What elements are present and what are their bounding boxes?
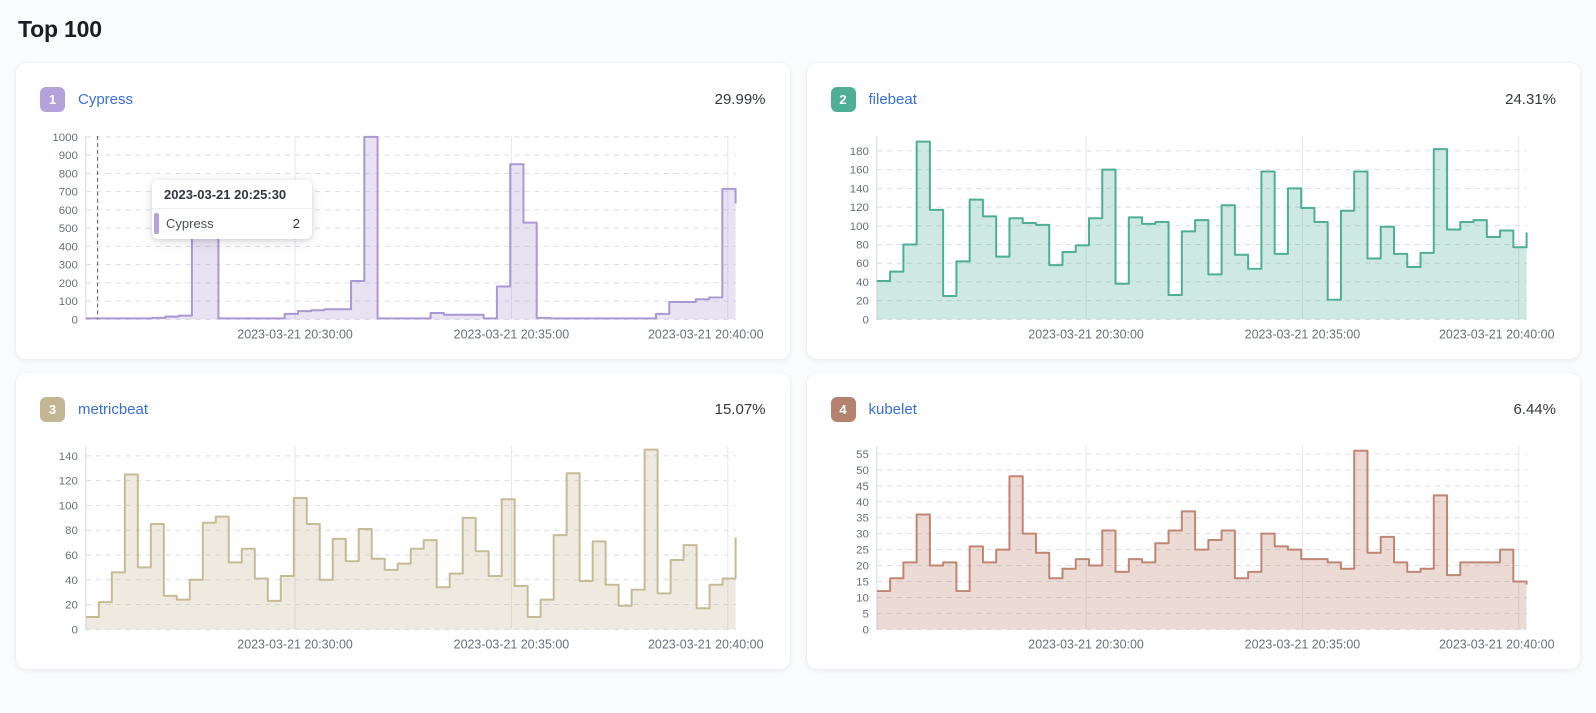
svg-text:20: 20 bbox=[65, 600, 78, 612]
step-area-chart[interactable]: 0 20 40 60 80 100 120 140 2023-03-21 20:30:00 202… bbox=[40, 436, 766, 657]
rank-badge: 2 bbox=[830, 87, 856, 112]
svg-text:10: 10 bbox=[856, 593, 869, 605]
svg-text:2023-03-21 20:35:00: 2023-03-21 20:35:00 bbox=[454, 327, 570, 341]
svg-text:1000: 1000 bbox=[52, 132, 77, 144]
page-title: Top 100 bbox=[18, 16, 102, 42]
svg-text:2023-03-21 20:35:00: 2023-03-21 20:35:00 bbox=[454, 637, 570, 651]
rank-badge: 4 bbox=[830, 397, 856, 423]
svg-text:800: 800 bbox=[59, 168, 78, 180]
svg-text:2023-03-21 20:35:00: 2023-03-21 20:35:00 bbox=[1244, 637, 1360, 651]
svg-text:40: 40 bbox=[856, 277, 869, 289]
card-kubelet: 4 kubelet 6.44% 0 5 10 15 20 25 30 35 40 45 50 55 20… bbox=[806, 373, 1580, 670]
step-area-chart[interactable]: 0 5 10 15 20 25 30 35 40 45 50 55 2023-03-21 20:30:0… bbox=[831, 436, 1557, 657]
svg-text:40: 40 bbox=[65, 575, 78, 587]
card-filebeat: 2 filebeat 24.31% 0 20 40 60 80 100 120 140 160 1… bbox=[806, 63, 1580, 360]
svg-text:180: 180 bbox=[849, 146, 868, 158]
series-link-filebeat[interactable]: filebeat bbox=[868, 91, 917, 108]
svg-text:700: 700 bbox=[59, 187, 78, 199]
svg-text:2023-03-21 20:30:00: 2023-03-21 20:30:00 bbox=[237, 327, 353, 341]
svg-text:0: 0 bbox=[71, 314, 77, 326]
svg-text:160: 160 bbox=[849, 165, 868, 177]
svg-text:2023-03-21 20:30:00: 2023-03-21 20:30:00 bbox=[1028, 327, 1144, 341]
svg-text:0: 0 bbox=[71, 625, 77, 637]
percent-value: 6.44% bbox=[1513, 401, 1556, 419]
svg-text:2023-03-21 20:35:00: 2023-03-21 20:35:00 bbox=[1244, 327, 1360, 341]
card-cypress: 1 Cypress 29.99% 0 100 200 300 400 500 600 700 8… bbox=[16, 63, 790, 360]
card-header: 3 metricbeat 15.07% bbox=[40, 397, 766, 423]
svg-text:25: 25 bbox=[856, 545, 869, 557]
svg-text:600: 600 bbox=[59, 205, 78, 217]
percent-value: 15.07% bbox=[714, 401, 766, 419]
cards-grid: 1 Cypress 29.99% 0 100 200 300 400 500 600 700 8… bbox=[16, 63, 1580, 670]
svg-text:2023-03-21 20:40:00: 2023-03-21 20:40:00 bbox=[1439, 637, 1555, 651]
svg-text:50: 50 bbox=[856, 465, 869, 477]
svg-text:2023-03-21 20:30:00: 2023-03-21 20:30:00 bbox=[237, 637, 353, 651]
step-area-chart[interactable]: 0 100 200 300 400 500 600 700 800 900 1000 2023-03-… bbox=[40, 126, 766, 347]
series-link-cypress[interactable]: Cypress bbox=[78, 91, 134, 108]
chart-area-kubelet[interactable]: 0 5 10 15 20 25 30 35 40 45 50 55 2023-03-21 20:30:0… bbox=[831, 436, 1557, 657]
svg-text:2023-03-21 20:30:00: 2023-03-21 20:30:00 bbox=[1028, 637, 1144, 651]
percent-value: 29.99% bbox=[714, 91, 766, 108]
chart-area-filebeat[interactable]: 0 20 40 60 80 100 120 140 160 180 2023-03-21 20:30… bbox=[831, 126, 1557, 347]
svg-text:2023-03-21 20:40:00: 2023-03-21 20:40:00 bbox=[1439, 327, 1555, 341]
tooltip-timestamp: 2023-03-21 20:25:30 bbox=[152, 180, 312, 209]
svg-text:35: 35 bbox=[856, 513, 869, 525]
svg-text:20: 20 bbox=[856, 296, 869, 308]
chart-area-metricbeat[interactable]: 0 20 40 60 80 100 120 140 2023-03-21 20:30:00 202… bbox=[40, 436, 766, 657]
svg-text:0: 0 bbox=[862, 314, 868, 326]
svg-text:15: 15 bbox=[856, 577, 869, 589]
svg-text:140: 140 bbox=[849, 183, 868, 195]
svg-text:120: 120 bbox=[849, 202, 868, 214]
series-link-metricbeat[interactable]: metricbeat bbox=[78, 401, 149, 419]
svg-text:200: 200 bbox=[59, 278, 78, 290]
svg-text:500: 500 bbox=[59, 223, 78, 235]
svg-text:5: 5 bbox=[862, 609, 868, 621]
chart-area-cypress[interactable]: 0 100 200 300 400 500 600 700 800 900 1000 2023-03-… bbox=[40, 126, 766, 347]
svg-text:100: 100 bbox=[59, 501, 78, 513]
card-header: 2 filebeat 24.31% bbox=[830, 87, 1556, 112]
step-area-chart[interactable]: 0 20 40 60 80 100 120 140 160 180 2023-03-21 20:30… bbox=[831, 126, 1557, 347]
svg-text:300: 300 bbox=[59, 260, 78, 272]
svg-text:80: 80 bbox=[65, 525, 78, 537]
svg-text:2023-03-21 20:40:00: 2023-03-21 20:40:00 bbox=[648, 327, 764, 341]
percent-value: 24.31% bbox=[1505, 91, 1556, 108]
tooltip-series-row: Cypress 2 bbox=[152, 209, 312, 239]
svg-text:120: 120 bbox=[59, 476, 78, 488]
series-color-marker bbox=[154, 213, 159, 234]
tooltip-series-value: 2 bbox=[292, 216, 300, 231]
svg-text:0: 0 bbox=[862, 625, 868, 637]
svg-text:55: 55 bbox=[856, 449, 869, 461]
rank-badge: 1 bbox=[40, 87, 65, 112]
svg-text:60: 60 bbox=[65, 550, 78, 562]
rank-badge: 3 bbox=[40, 397, 65, 423]
card-header: 4 kubelet 6.44% bbox=[830, 397, 1556, 423]
card-metricbeat: 3 metricbeat 15.07% 0 20 40 60 80 100 120 140 20… bbox=[16, 373, 790, 670]
series-link-kubelet[interactable]: kubelet bbox=[868, 401, 917, 419]
svg-text:80: 80 bbox=[856, 239, 869, 251]
svg-text:40: 40 bbox=[856, 497, 869, 509]
svg-text:45: 45 bbox=[856, 481, 869, 493]
svg-text:140: 140 bbox=[59, 451, 78, 463]
svg-text:400: 400 bbox=[59, 241, 78, 253]
svg-text:60: 60 bbox=[856, 258, 869, 270]
card-header: 1 Cypress 29.99% bbox=[40, 87, 766, 112]
tooltip-series-name: Cypress bbox=[166, 216, 214, 231]
chart-tooltip: 2023-03-21 20:25:30 Cypress 2 bbox=[152, 180, 312, 239]
svg-text:900: 900 bbox=[59, 150, 78, 162]
svg-text:30: 30 bbox=[856, 529, 869, 541]
svg-text:100: 100 bbox=[849, 221, 868, 233]
svg-text:100: 100 bbox=[59, 296, 78, 308]
svg-text:2023-03-21 20:40:00: 2023-03-21 20:40:00 bbox=[648, 637, 764, 651]
svg-text:20: 20 bbox=[856, 561, 869, 573]
